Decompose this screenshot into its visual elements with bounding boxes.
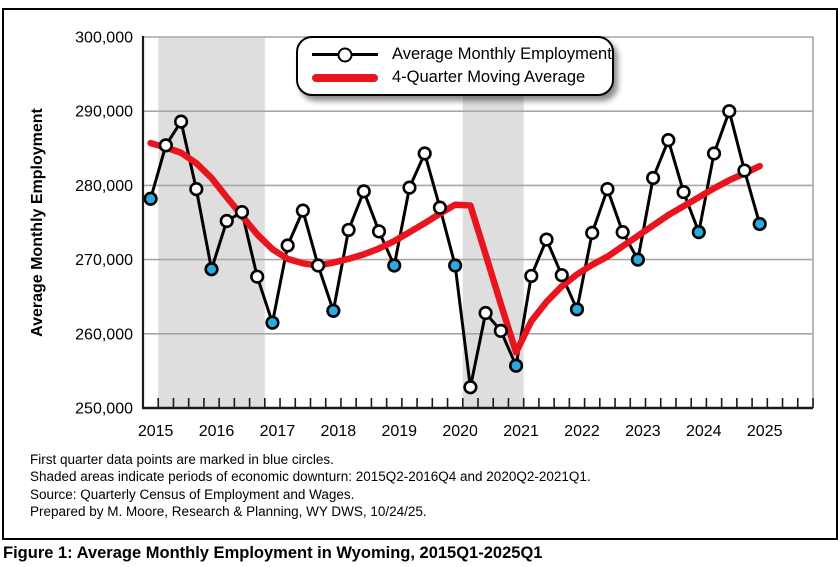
x-axis-labels: 2015 2016 2017 2018 2019 2020 2021 2022 2023 2024…: [138, 423, 783, 440]
data-point-2016Q3: [234, 205, 250, 220]
data-point-2015Q1: [143, 191, 158, 206]
data-point-2015Q3: [173, 114, 189, 129]
data-point-2023Q2: [646, 170, 661, 186]
data-point-2016Q4: [250, 269, 265, 284]
data-point-2017Q2: [280, 238, 295, 253]
data-point-2018Q4: [371, 224, 387, 239]
x-tick-label-2018: 2018: [321, 423, 357, 440]
data-point-2023Q3: [661, 133, 676, 148]
data-points: [143, 104, 767, 395]
employment-line-swatch: [312, 47, 378, 62]
data-point-2021Q3: [539, 232, 554, 247]
data-point-2022Q2: [585, 225, 600, 240]
y-tick-label: 300,000: [75, 30, 133, 47]
moving-average-line: [147, 139, 763, 356]
y-tick-label: 290,000: [75, 104, 133, 121]
data-point-2021Q2: [524, 268, 539, 284]
footnote-source: Source: Quarterly Census of Employment a…: [30, 486, 355, 502]
footnote-prepared-by: Prepared by M. Moore, Research & Plannin…: [30, 504, 427, 520]
data-point-2024Q2: [706, 146, 722, 161]
employment-chart: 250,000 260,000 270,000 280,000 290,000 300,0…: [29, 30, 814, 440]
data-point-2018Q1: [326, 303, 341, 318]
data-point-2023Q4: [676, 184, 691, 200]
data-point-2024Q1: [691, 225, 706, 240]
data-point-2018Q3: [356, 184, 371, 199]
legend-label-moving-average: 4-Quarter Moving Average: [392, 68, 586, 86]
data-point-2022Q3: [600, 182, 615, 197]
axes: [141, 36, 813, 410]
y-tick-label: 270,000: [75, 252, 133, 269]
x-axis-ticks: [142, 398, 814, 408]
moving-average-swatch: [312, 73, 378, 82]
data-point-2025Q1: [752, 216, 767, 232]
data-point-2020Q2: [463, 380, 478, 395]
y-axis-title: Average Monthly Employment: [29, 107, 46, 336]
x-tick-label-2024: 2024: [686, 423, 722, 440]
chart-legend: Average Monthly Employment 4-Quarter Mov…: [296, 36, 614, 96]
data-point-2019Q4: [432, 200, 448, 215]
y-tick-label: 260,000: [75, 326, 133, 343]
x-tick-label-2022: 2022: [564, 423, 600, 440]
x-tick-label-2015: 2015: [138, 423, 174, 440]
figure-caption: Figure 1: Average Monthly Employment in …: [3, 544, 543, 562]
x-tick-label-2025: 2025: [747, 423, 783, 440]
data-point-2023Q1: [630, 252, 645, 267]
data-point-2020Q1: [448, 258, 463, 273]
data-point-2019Q3: [417, 146, 432, 161]
data-point-2018Q2: [341, 222, 356, 238]
data-point-2015Q4: [189, 182, 204, 197]
data-point-2022Q1: [569, 302, 585, 317]
data-point-2024Q4: [737, 163, 752, 178]
footnotes: First quarter data points are marked in …: [30, 451, 591, 521]
data-point-2016Q1: [204, 262, 219, 277]
data-point-2024Q3: [722, 104, 737, 119]
data-point-2020Q3: [478, 305, 493, 321]
footnote-blue-circles: First quarter data points are marked in …: [30, 452, 334, 467]
x-tick-label-2017: 2017: [260, 423, 296, 440]
data-point-2017Q4: [311, 258, 326, 273]
data-point-2017Q1: [265, 315, 280, 330]
data-point-2019Q2: [402, 180, 417, 195]
x-tick-label-2016: 2016: [199, 423, 235, 440]
x-tick-label-2023: 2023: [625, 423, 661, 440]
data-point-2015Q2: [158, 138, 173, 153]
x-tick-label-2020: 2020: [442, 423, 478, 440]
legend-row-employment: Average Monthly Employment: [312, 45, 612, 64]
legend-row-moving-average: 4-Quarter Moving Average: [312, 68, 612, 87]
data-point-2020Q4: [493, 323, 508, 338]
data-point-2021Q4: [554, 268, 569, 283]
data-point-2017Q3: [295, 203, 310, 218]
chart-frame: [2, 8, 838, 540]
y-tick-label: 250,000: [75, 401, 133, 418]
y-axis-labels: 250,000 260,000 270,000 280,000 290,000 300,0…: [75, 30, 133, 418]
x-tick-label-2019: 2019: [381, 423, 417, 440]
data-point-2019Q1: [387, 258, 402, 273]
data-point-2016Q2: [219, 213, 234, 229]
data-point-2021Q1: [508, 358, 524, 373]
x-tick-label-2021: 2021: [503, 423, 539, 440]
footnote-shaded-areas: Shaded areas indicate periods of economi…: [30, 469, 591, 485]
marker-circle-icon: [337, 47, 353, 62]
data-point-2022Q4: [615, 225, 630, 240]
y-tick-label: 280,000: [75, 178, 133, 195]
legend-label-employment: Average Monthly Employment: [392, 45, 612, 63]
